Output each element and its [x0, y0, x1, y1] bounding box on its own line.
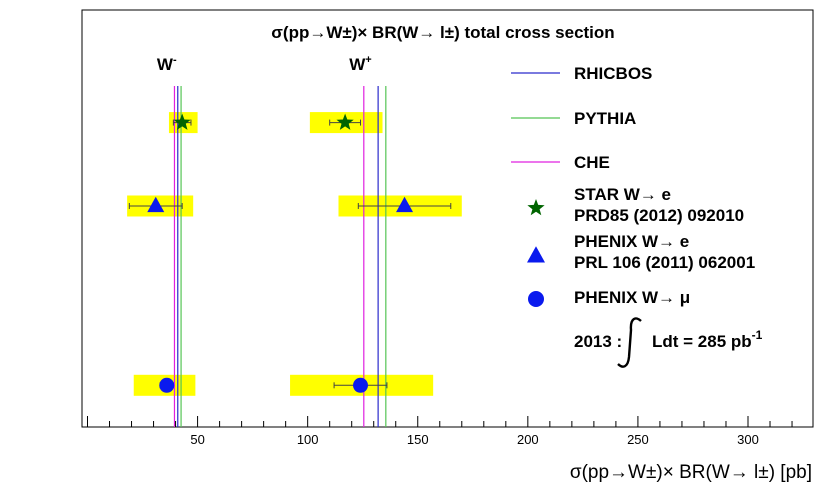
x-tick-label: 150 — [407, 432, 429, 447]
legend-label: PHENIX W→ e — [574, 232, 689, 251]
circle-marker — [159, 377, 175, 393]
circle-marker — [528, 291, 544, 307]
integral-sign-icon — [617, 317, 642, 368]
legend-label: CHE — [574, 153, 610, 172]
star-marker — [336, 113, 354, 130]
group-label: W+ — [349, 54, 371, 74]
plot-frame — [81, 9, 814, 428]
triangle-marker — [396, 196, 414, 213]
x-tick-label: 100 — [297, 432, 319, 447]
x-tick-label: 200 — [517, 432, 539, 447]
legend-reference: PRD85 (2012) 092010 — [574, 206, 744, 225]
x-tick-label: 50 — [190, 432, 204, 447]
triangle-marker — [527, 246, 545, 263]
x-tick-label: 300 — [737, 432, 759, 447]
star-marker — [173, 113, 191, 130]
legend-reference: PRL 106 (2011) 062001 — [574, 253, 755, 272]
circle-marker — [353, 377, 369, 393]
luminosity-value: Ldt = 285 pb-1 — [652, 328, 763, 351]
star-marker — [527, 199, 545, 216]
luminosity-prefix: 2013 : — [574, 332, 622, 351]
triangle-marker — [147, 196, 165, 213]
x-tick-label: 250 — [627, 432, 649, 447]
chart-title: σ(pp→W±)× BR(W→ l±) total cross section — [271, 23, 614, 42]
legend-label: STAR W→ e — [574, 185, 671, 204]
legend-label: PYTHIA — [574, 109, 636, 128]
group-label: W- — [157, 54, 177, 74]
x-axis-label: σ(pp→W±)× BR(W→ l±) [pb] — [570, 462, 812, 483]
legend-label: RHICBOS — [574, 64, 652, 83]
legend-label: PHENIX W→ μ — [574, 288, 690, 307]
